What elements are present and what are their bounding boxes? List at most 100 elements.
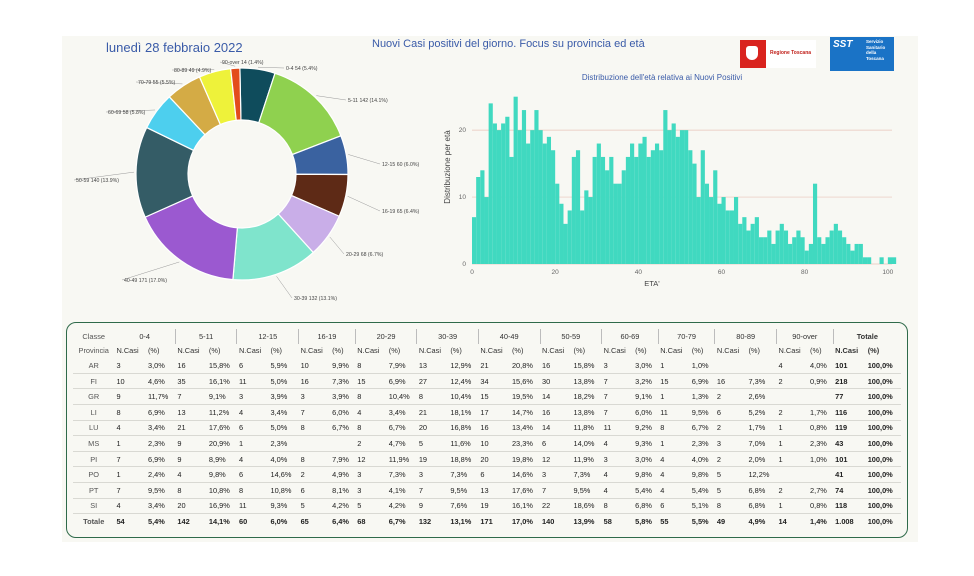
value-cell: 3 bbox=[355, 482, 387, 499]
donut-label: 40-49 171 (17.0%) bbox=[124, 278, 167, 284]
value-cell: 8 bbox=[601, 498, 634, 515]
province-cell: Totale bbox=[83, 516, 105, 526]
value-cell: 10 bbox=[114, 373, 146, 390]
value-cell: 27 bbox=[416, 373, 449, 390]
hist-bar bbox=[742, 217, 747, 264]
value-cell: 119 bbox=[833, 420, 866, 437]
hist-bar bbox=[625, 156, 631, 264]
value-cell: 7,3% bbox=[746, 373, 777, 390]
hist-bar bbox=[530, 130, 535, 264]
value-cell: 6,0% bbox=[270, 516, 288, 526]
value-cell bbox=[746, 358, 777, 374]
value-cell: 8 bbox=[236, 482, 269, 499]
value-cell: 7,0% bbox=[746, 435, 777, 452]
hist-bar bbox=[796, 230, 801, 264]
hist-bar bbox=[733, 197, 739, 264]
value-cell: 13 bbox=[175, 404, 207, 421]
value-cell: 5,0% bbox=[268, 373, 299, 390]
hist-bar bbox=[750, 223, 755, 264]
value-cell: 3 bbox=[714, 435, 747, 452]
hist-bar bbox=[867, 257, 872, 264]
value-cell: 16 bbox=[540, 404, 572, 421]
hist-bar bbox=[808, 243, 813, 264]
value-cell: 1,0% bbox=[808, 451, 834, 468]
value-cell: 116 bbox=[833, 404, 866, 421]
value-cell: 21 bbox=[478, 358, 510, 374]
value-cell: 16,1% bbox=[206, 373, 237, 390]
value-cell: 9,5% bbox=[145, 482, 176, 499]
sub-header: N.Casi bbox=[835, 346, 859, 356]
hist-bar bbox=[621, 170, 626, 264]
donut-label: 80-89 49 (4.9%) bbox=[174, 68, 211, 74]
value-cell: 1,7% bbox=[808, 404, 834, 421]
hist-bar bbox=[580, 210, 585, 264]
province-cell: PO bbox=[73, 466, 115, 483]
value-cell: 15 bbox=[658, 373, 690, 390]
value-cell: 100,0% bbox=[865, 404, 901, 421]
value-cell: 2,0% bbox=[746, 451, 777, 468]
value-cell: 14,1% bbox=[208, 516, 230, 526]
value-cell: 68 bbox=[357, 516, 366, 526]
value-cell: 17,6% bbox=[509, 482, 540, 499]
value-cell: 4 bbox=[658, 482, 690, 499]
value-cell: 21 bbox=[416, 404, 449, 421]
value-cell: 20,8% bbox=[509, 358, 540, 374]
value-cell: 171 bbox=[480, 516, 493, 526]
value-cell: 77 bbox=[833, 388, 866, 405]
hist-bar bbox=[634, 156, 639, 264]
value-cell: 7,3% bbox=[448, 466, 479, 483]
value-cell: 4 bbox=[236, 451, 269, 468]
value-cell: 7 bbox=[175, 388, 207, 405]
value-cell: 2,3% bbox=[689, 435, 715, 452]
hist-bar bbox=[754, 217, 759, 264]
value-cell: 100,0% bbox=[865, 358, 901, 374]
value-cell: 7 bbox=[114, 451, 146, 468]
hist-bar bbox=[858, 243, 863, 264]
value-cell: 5,4% bbox=[147, 516, 165, 526]
value-cell: 3 bbox=[416, 466, 449, 483]
value-cell: 22 bbox=[540, 498, 572, 515]
province-cell: GR bbox=[73, 388, 115, 405]
province-cell: MS bbox=[73, 435, 115, 452]
donut-label: 60-69 58 (5.8%) bbox=[108, 110, 145, 116]
donut-leader-line bbox=[219, 61, 236, 67]
hist-bar bbox=[567, 210, 572, 264]
value-cell: 11,7% bbox=[145, 388, 176, 405]
value-cell: 100,0% bbox=[865, 388, 901, 405]
value-cell: 19 bbox=[416, 451, 449, 468]
hist-bar bbox=[642, 136, 647, 264]
hist-bar bbox=[862, 257, 868, 264]
value-cell: 132 bbox=[418, 516, 432, 526]
hist-bar bbox=[829, 230, 834, 264]
hist-bar bbox=[792, 237, 797, 264]
group-header: Classe bbox=[82, 331, 106, 341]
table-row: MS 1 2,3% 9 20,9% 1 2,3% 2 4,7% 5 11,6% 10 23,3% 6 14,… bbox=[73, 435, 901, 452]
value-cell: 13,4% bbox=[509, 420, 540, 437]
group-header: 12-15 bbox=[236, 329, 299, 344]
value-cell: 7 bbox=[298, 404, 331, 421]
value-cell: 9,1% bbox=[206, 388, 237, 405]
logo-sst-sub: Servizio Sanitario della Toscana bbox=[866, 39, 886, 61]
value-cell: 5,5% bbox=[691, 516, 709, 526]
value-cell: 9,5% bbox=[689, 404, 715, 421]
table-row: PO 1 2,4% 4 9,8% 6 14,6% 2 4,9% 3 7,3% 3 7,3% 6 14,6% 3… bbox=[73, 466, 901, 483]
hist-bar bbox=[571, 156, 576, 264]
value-cell: 140 bbox=[542, 516, 555, 526]
value-cell: 7,9% bbox=[386, 358, 417, 374]
hist-bar bbox=[613, 183, 618, 264]
value-cell: 65 bbox=[300, 516, 309, 526]
value-cell: 10,4% bbox=[386, 388, 417, 405]
sub-header: N.Casi bbox=[300, 346, 323, 356]
hist-bar bbox=[617, 183, 622, 264]
hist-bar bbox=[559, 203, 564, 264]
hist-bar bbox=[783, 230, 789, 264]
sub-header: (%) bbox=[635, 346, 647, 356]
age-histogram-chart: Distribuzione dell'età relativa ai Nuovi… bbox=[443, 73, 897, 288]
value-cell: 7 bbox=[540, 482, 572, 499]
value-cell: 6,7% bbox=[330, 420, 356, 437]
value-cell: 2,6% bbox=[746, 388, 777, 405]
group-header: 40-49 bbox=[477, 329, 540, 344]
value-cell: 7 bbox=[416, 482, 449, 499]
value-cell: 13,1% bbox=[450, 516, 472, 526]
value-cell: 1 bbox=[236, 435, 269, 452]
